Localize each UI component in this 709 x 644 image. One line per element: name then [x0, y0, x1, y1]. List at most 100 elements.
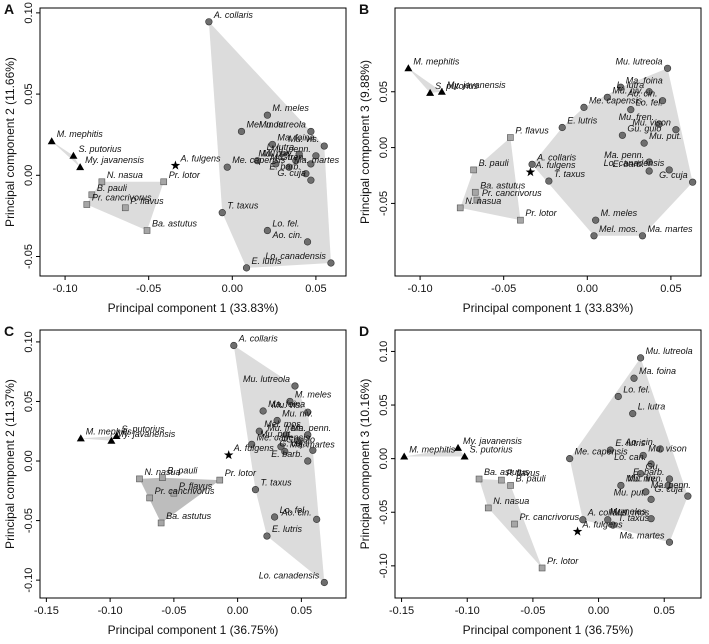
x-tick-label: -0.15 [34, 605, 59, 617]
point [205, 18, 213, 26]
point-label: G. cuja [654, 484, 683, 494]
y-tick-label: -0.05 [378, 191, 390, 216]
point-label: A. fulgens [534, 160, 576, 170]
point [263, 532, 271, 540]
point-label: P. flavus [130, 196, 164, 206]
x-tick-label: 0.00 [577, 283, 598, 295]
point-label: Mu. niv. [626, 473, 657, 483]
point-label: Gu. [646, 462, 661, 472]
point [159, 474, 166, 481]
y-tick-label: 0.05 [23, 83, 35, 104]
point-label: Lo. fel. [280, 505, 307, 515]
point-label: T. taxus [260, 478, 292, 488]
point [268, 140, 277, 149]
point [606, 446, 614, 454]
point [636, 470, 645, 478]
point [303, 238, 312, 246]
point-label: E. lutris [272, 524, 303, 534]
x-tick-label: -0.05 [136, 283, 161, 295]
y-tick-label: -0.10 [23, 568, 35, 593]
point-label: Ba. astutus [484, 467, 530, 477]
point-label: Lo. fel. [272, 219, 299, 229]
point [437, 87, 446, 95]
point-label: Ba. astutus [152, 219, 198, 229]
point [281, 447, 289, 456]
point [658, 97, 667, 105]
point [263, 226, 272, 235]
point [663, 64, 672, 72]
point [511, 520, 518, 528]
point-label: A. collaris [238, 333, 279, 343]
point-label: Mu. vis. [288, 134, 319, 144]
point [309, 446, 317, 454]
point [277, 443, 285, 451]
point [253, 157, 261, 165]
point [517, 216, 524, 224]
x-tick-label: -0.05 [520, 605, 545, 617]
point-label: M. mephitis [409, 444, 456, 454]
point [566, 455, 574, 463]
point [302, 170, 310, 178]
point [143, 227, 151, 234]
point [223, 450, 234, 460]
point [647, 460, 655, 468]
point-label: Lo. can. [614, 452, 646, 462]
point-label: T. taxus [618, 513, 650, 523]
point-label: Mu. penn. [271, 144, 311, 154]
point-label: Mu. fren. [619, 112, 655, 122]
point-label: A. collaris [536, 152, 577, 162]
point-label: Mu. put. [260, 429, 293, 439]
point [291, 382, 299, 390]
y-axis-label: Principal component 2 (11.37%) [3, 379, 17, 549]
point-label: L. lutra [638, 402, 666, 412]
point [617, 83, 625, 91]
y-tick-label: -0.05 [23, 244, 35, 269]
x-axis-label: Principal component 1 (33.83%) [108, 301, 279, 315]
point [170, 160, 181, 170]
point [672, 126, 680, 134]
point-label: Ma. martes [647, 224, 693, 234]
point [645, 158, 653, 166]
point [223, 163, 231, 171]
point-label: Pr. cancrivorus [482, 188, 542, 198]
group-hull [479, 479, 543, 568]
x-tick-label: 0.00 [588, 605, 609, 617]
point [629, 410, 637, 418]
point [470, 166, 477, 174]
point-label: Mu. lutreola [616, 56, 663, 66]
point [112, 432, 121, 440]
group-hull [532, 68, 693, 236]
point [327, 259, 335, 267]
point-label: Ba. astutus [166, 511, 212, 521]
point-label: G. gulo [286, 435, 315, 445]
point-label: S. putorius [435, 81, 479, 91]
point-label: N. nasua [144, 467, 180, 477]
point [471, 188, 479, 196]
point-label: Mu. put. [649, 131, 682, 141]
point-label: B. pauli [516, 473, 547, 483]
point [157, 519, 165, 527]
point [590, 232, 598, 240]
point [460, 452, 469, 460]
y-tick-label: 0.00 [378, 448, 390, 469]
point [580, 103, 588, 111]
point-label: Me. capensis [232, 155, 286, 165]
x-tick-label: -0.10 [98, 605, 123, 617]
point [538, 564, 546, 572]
point-label: A. fulgens [582, 520, 624, 530]
point [665, 166, 673, 174]
point [647, 495, 655, 503]
y-tick-label: 0.00 [23, 450, 35, 471]
point [456, 204, 464, 212]
point [307, 176, 315, 184]
point-label: Mel. mos [613, 508, 650, 518]
point-label: G. cuja [277, 168, 306, 178]
y-axis-label: Principal component 3 (10.16%) [358, 379, 372, 550]
x-tick-label: 0.05 [654, 605, 675, 617]
point [655, 120, 663, 128]
point-label: N. nasua [465, 196, 501, 206]
point [475, 475, 483, 483]
point [525, 167, 536, 177]
y-tick-label: 0.00 [378, 137, 390, 158]
point-label: Lo. canadensis [259, 571, 320, 581]
